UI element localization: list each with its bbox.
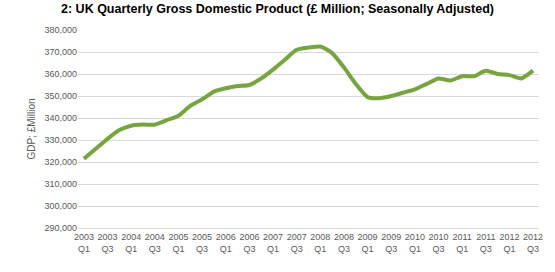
svg-text:2005Q3: 2005Q3 — [192, 232, 212, 254]
svg-text:2012Q1: 2012Q1 — [499, 232, 519, 254]
svg-text:2003Q3: 2003Q3 — [98, 232, 118, 254]
svg-text:2008Q3: 2008Q3 — [334, 232, 354, 254]
svg-text:2006Q1: 2006Q1 — [216, 232, 236, 254]
svg-text:300,000: 300,000 — [44, 201, 77, 211]
svg-text:2009Q1: 2009Q1 — [358, 232, 378, 254]
svg-text:2005Q1: 2005Q1 — [168, 232, 188, 254]
svg-text:2008Q1: 2008Q1 — [310, 232, 330, 254]
svg-text:310,000: 310,000 — [44, 179, 77, 189]
svg-text:330,000: 330,000 — [44, 135, 77, 145]
svg-text:2009Q3: 2009Q3 — [381, 232, 401, 254]
svg-text:2010Q3: 2010Q3 — [429, 232, 449, 254]
svg-text:2004Q1: 2004Q1 — [121, 232, 141, 254]
svg-text:2004Q3: 2004Q3 — [145, 232, 165, 254]
svg-text:350,000: 350,000 — [44, 91, 77, 101]
svg-text:2: UK Quarterly Gross Domestic: 2: UK Quarterly Gross Domestic Product (… — [61, 2, 494, 16]
svg-text:2012Q3: 2012Q3 — [523, 232, 543, 254]
svg-text:2007Q3: 2007Q3 — [287, 232, 307, 254]
svg-text:2003Q1: 2003Q1 — [74, 232, 94, 254]
svg-text:340,000: 340,000 — [44, 113, 77, 123]
svg-text:380,000: 380,000 — [44, 25, 77, 35]
svg-text:360,000: 360,000 — [44, 69, 77, 79]
svg-text:370,000: 370,000 — [44, 47, 77, 57]
svg-text:2007Q1: 2007Q1 — [263, 232, 283, 254]
svg-text:2011Q1: 2011Q1 — [452, 232, 471, 254]
svg-text:2006Q3: 2006Q3 — [239, 232, 259, 254]
svg-text:320,000: 320,000 — [44, 157, 77, 167]
svg-text:2010Q1: 2010Q1 — [405, 232, 425, 254]
svg-text:290,000: 290,000 — [44, 223, 77, 233]
svg-text:GDP; £Million: GDP; £Million — [26, 98, 37, 159]
svg-text:2011Q3: 2011Q3 — [476, 232, 495, 254]
